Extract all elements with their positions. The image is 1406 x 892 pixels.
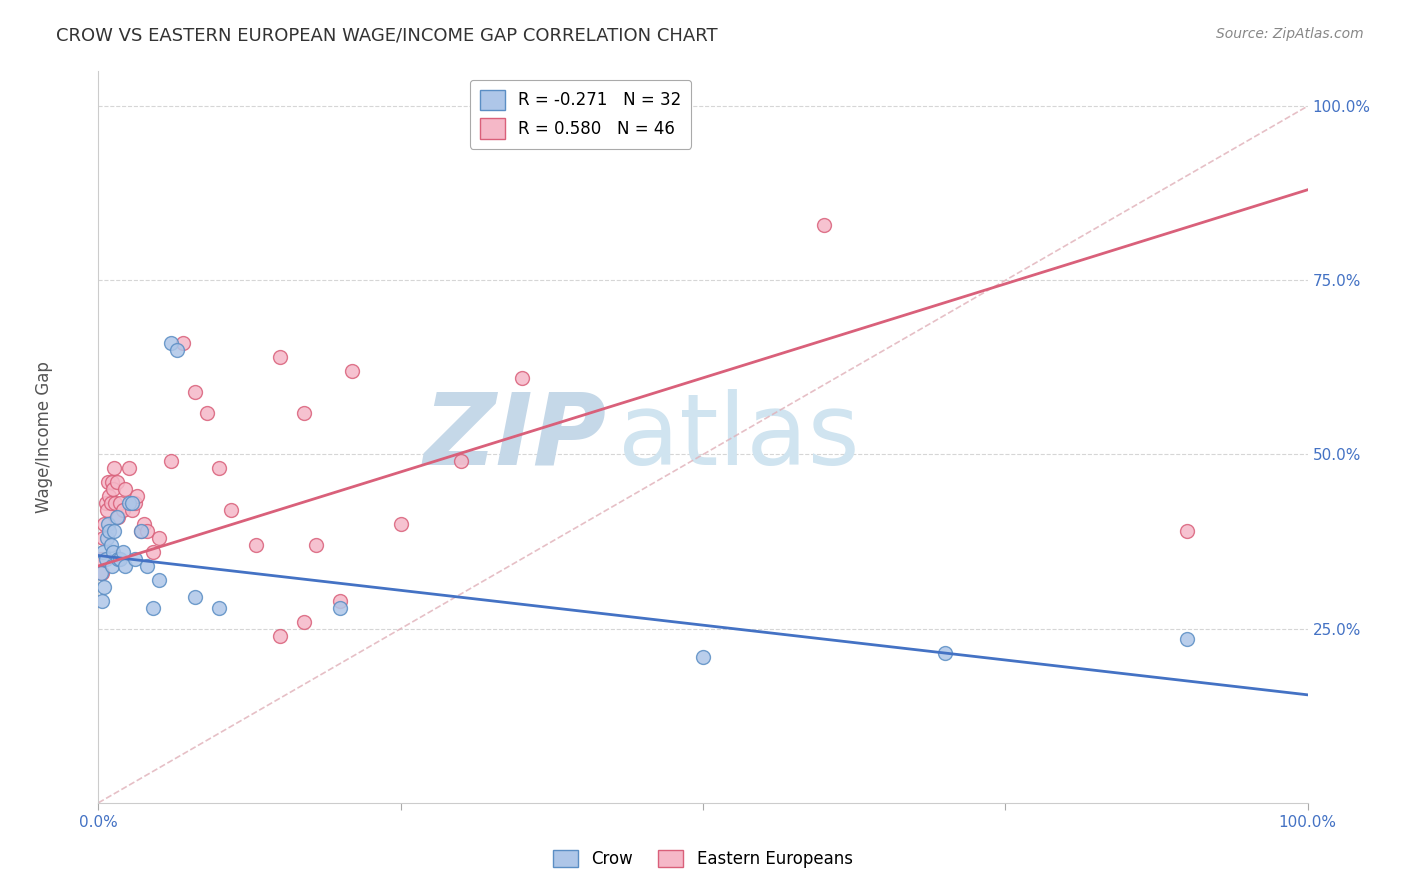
Point: [98, 489, 121, 503]
Point: [108, 496, 131, 510]
Point: [135, 524, 157, 538]
Point: [121, 503, 143, 517]
Point: [105, 510, 128, 524]
Point: [195, 406, 218, 420]
Point: [292, 615, 315, 629]
Point: [103, 461, 125, 475]
Point: [221, 503, 243, 517]
Point: [94, 496, 117, 510]
Point: [184, 591, 207, 605]
Text: Wage/Income Gap: Wage/Income Gap: [35, 361, 53, 513]
Point: [118, 496, 141, 510]
Point: [91, 594, 114, 608]
Point: [111, 503, 134, 517]
Point: [692, 649, 714, 664]
Point: [107, 552, 129, 566]
Point: [342, 364, 364, 378]
Point: [160, 336, 183, 351]
Point: [208, 600, 231, 615]
Point: [129, 524, 152, 538]
Point: [100, 475, 122, 490]
Point: [96, 531, 118, 545]
Point: [329, 600, 352, 615]
Point: [91, 531, 114, 545]
Point: [96, 503, 118, 517]
Point: [105, 475, 128, 490]
Point: [329, 594, 352, 608]
Point: [172, 336, 194, 351]
Point: [245, 538, 267, 552]
Point: [135, 558, 157, 573]
Point: [101, 483, 124, 497]
Point: [269, 629, 291, 643]
Point: [134, 517, 156, 532]
Point: [90, 552, 112, 566]
Point: [91, 566, 114, 580]
Point: [90, 566, 112, 580]
Point: [269, 350, 291, 364]
Point: [510, 371, 533, 385]
Point: [148, 573, 170, 587]
Point: [121, 496, 143, 510]
Point: [166, 343, 188, 357]
Point: [94, 552, 117, 566]
Point: [148, 531, 170, 545]
Point: [124, 496, 146, 510]
Text: CROW VS EASTERN EUROPEAN WAGE/INCOME GAP CORRELATION CHART: CROW VS EASTERN EUROPEAN WAGE/INCOME GAP…: [56, 27, 718, 45]
Point: [101, 545, 124, 559]
Point: [114, 558, 136, 573]
Point: [91, 545, 114, 559]
Point: [107, 510, 129, 524]
Point: [98, 524, 121, 538]
Legend: Crow, Eastern Europeans: Crow, Eastern Europeans: [547, 843, 859, 875]
Point: [184, 384, 207, 399]
Point: [160, 454, 183, 468]
Point: [1175, 524, 1198, 538]
Text: ZIP: ZIP: [423, 389, 606, 485]
Point: [1175, 632, 1198, 646]
Point: [127, 489, 149, 503]
Point: [93, 517, 115, 532]
Point: [389, 517, 412, 532]
Point: [111, 545, 134, 559]
Point: [104, 496, 127, 510]
Point: [142, 545, 165, 559]
Point: [450, 454, 472, 468]
Point: [813, 218, 835, 232]
Point: [103, 524, 125, 538]
Point: [118, 461, 141, 475]
Point: [97, 475, 120, 490]
Point: [129, 524, 152, 538]
Legend: R = -0.271   N = 32, R = 0.580   N = 46: R = -0.271 N = 32, R = 0.580 N = 46: [470, 79, 692, 149]
Point: [114, 483, 136, 497]
Point: [108, 552, 131, 566]
Point: [305, 538, 328, 552]
Text: atlas: atlas: [619, 389, 860, 485]
Point: [934, 646, 956, 660]
Point: [100, 496, 122, 510]
Point: [142, 600, 165, 615]
Point: [124, 552, 146, 566]
Point: [93, 580, 115, 594]
Point: [292, 406, 315, 420]
Text: Source: ZipAtlas.com: Source: ZipAtlas.com: [1216, 27, 1364, 41]
Point: [100, 538, 122, 552]
Point: [97, 517, 120, 532]
Point: [100, 558, 122, 573]
Point: [208, 461, 231, 475]
